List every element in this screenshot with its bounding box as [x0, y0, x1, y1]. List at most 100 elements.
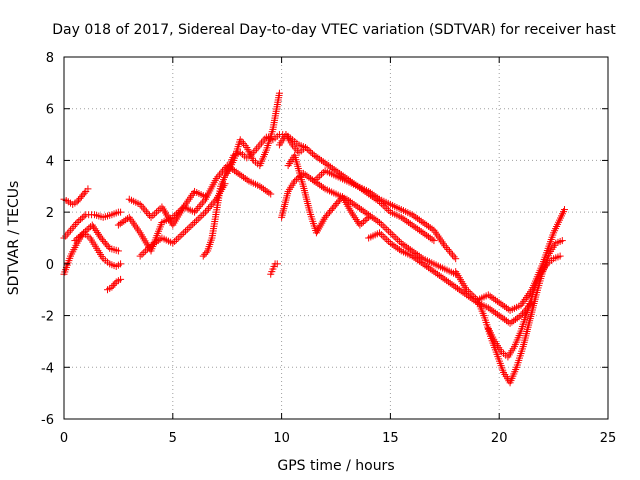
data-point-interp	[450, 282, 458, 290]
data-point	[114, 247, 122, 255]
data-point-interp	[417, 228, 425, 236]
data-point-interp	[395, 246, 403, 254]
data-point-interp	[403, 217, 411, 225]
data-point	[419, 218, 427, 226]
data-point-interp	[307, 148, 315, 156]
data-point-interp	[80, 189, 88, 197]
data-point	[84, 185, 92, 193]
data-point	[169, 239, 177, 247]
data-point-interp	[172, 236, 180, 244]
data-point-interp	[202, 249, 210, 257]
data-point-interp	[203, 206, 211, 214]
data-point-interp	[464, 287, 472, 295]
data-point-interp	[502, 317, 510, 325]
data-point-interp	[307, 175, 315, 183]
plot-frame	[63, 56, 609, 420]
data-point	[273, 260, 281, 268]
data-point	[201, 193, 209, 201]
data-point-interp	[381, 234, 389, 242]
data-point-interp	[357, 185, 365, 193]
data-point	[452, 283, 460, 291]
data-point-interp	[428, 225, 436, 233]
data-point-interp	[68, 224, 76, 232]
data-point-interp	[111, 280, 119, 288]
data-point-interp	[195, 203, 203, 211]
data-point	[234, 169, 242, 177]
x-tick-label: 5	[169, 431, 177, 446]
data-point-interp	[317, 170, 325, 178]
data-point-interp	[241, 175, 249, 183]
data-point-interp	[383, 236, 391, 244]
data-point-interp	[421, 261, 429, 269]
data-point-interp	[83, 226, 91, 234]
data-point-interp	[390, 232, 398, 240]
y-tick-label: -4	[41, 361, 54, 376]
data-point	[408, 252, 416, 260]
data-point-interp	[370, 215, 378, 223]
data-point-interp	[145, 243, 153, 251]
data-point	[310, 177, 318, 185]
data-point-interp	[192, 217, 200, 225]
data-point-interp	[316, 155, 324, 163]
data-point-interp	[399, 240, 407, 248]
data-point	[302, 144, 310, 151]
data-point	[199, 252, 207, 260]
data-point-interp	[513, 314, 521, 322]
data-point	[73, 198, 81, 206]
data-point-interp	[303, 172, 311, 180]
data-point-interp	[154, 237, 162, 245]
data-point-interp	[426, 224, 434, 232]
data-point-interp	[198, 212, 206, 220]
data-point-interp	[174, 208, 182, 216]
data-point	[419, 229, 427, 237]
data-point-interp	[379, 232, 387, 240]
data-point-interp	[194, 215, 202, 223]
data-point-interp	[189, 220, 197, 228]
data-point-interp	[363, 215, 371, 223]
data-point	[408, 221, 416, 229]
data-point-interp	[401, 216, 409, 224]
data-point-interp	[359, 207, 367, 215]
data-point	[556, 252, 564, 260]
data-point-interp	[358, 220, 366, 228]
data-point-interp	[426, 234, 434, 242]
data-point	[376, 229, 384, 237]
data-point	[419, 260, 427, 268]
data-point-interp	[374, 217, 382, 225]
data-point-interp	[149, 240, 157, 248]
data-point-interp	[261, 135, 269, 143]
data-point-interp	[238, 172, 246, 180]
data-point-interp	[62, 232, 70, 240]
data-point-interp	[104, 243, 112, 251]
data-point-interp	[78, 230, 86, 238]
data-point-interp	[259, 185, 267, 193]
data-point	[147, 242, 155, 250]
data-point-interp	[410, 222, 418, 230]
data-point-interp	[350, 200, 358, 208]
data-point	[484, 291, 492, 299]
data-point	[376, 218, 384, 226]
data-point-interp	[459, 288, 467, 296]
data-point-interp	[379, 201, 387, 209]
y-tick-label: 2	[46, 206, 54, 221]
data-point-interp	[443, 277, 451, 285]
data-point-interp	[493, 310, 501, 318]
x-tick-label: 10	[273, 431, 290, 446]
data-point	[365, 213, 373, 221]
data-point-interp	[412, 224, 420, 232]
data-point-interp	[328, 164, 336, 172]
data-point-interp	[120, 217, 128, 225]
data-point-interp	[312, 175, 320, 183]
data-point	[80, 229, 88, 237]
data-point	[310, 151, 318, 159]
data-point-interp	[80, 212, 88, 220]
data-point-interp	[331, 201, 339, 209]
data-point-interp	[457, 287, 465, 295]
data-point	[430, 268, 438, 276]
data-point-interp	[415, 257, 423, 265]
data-point-interp	[361, 208, 369, 216]
data-point-interp	[388, 240, 396, 248]
data-point-interp	[488, 306, 496, 314]
data-point-interp	[230, 167, 238, 175]
data-point	[191, 218, 199, 226]
